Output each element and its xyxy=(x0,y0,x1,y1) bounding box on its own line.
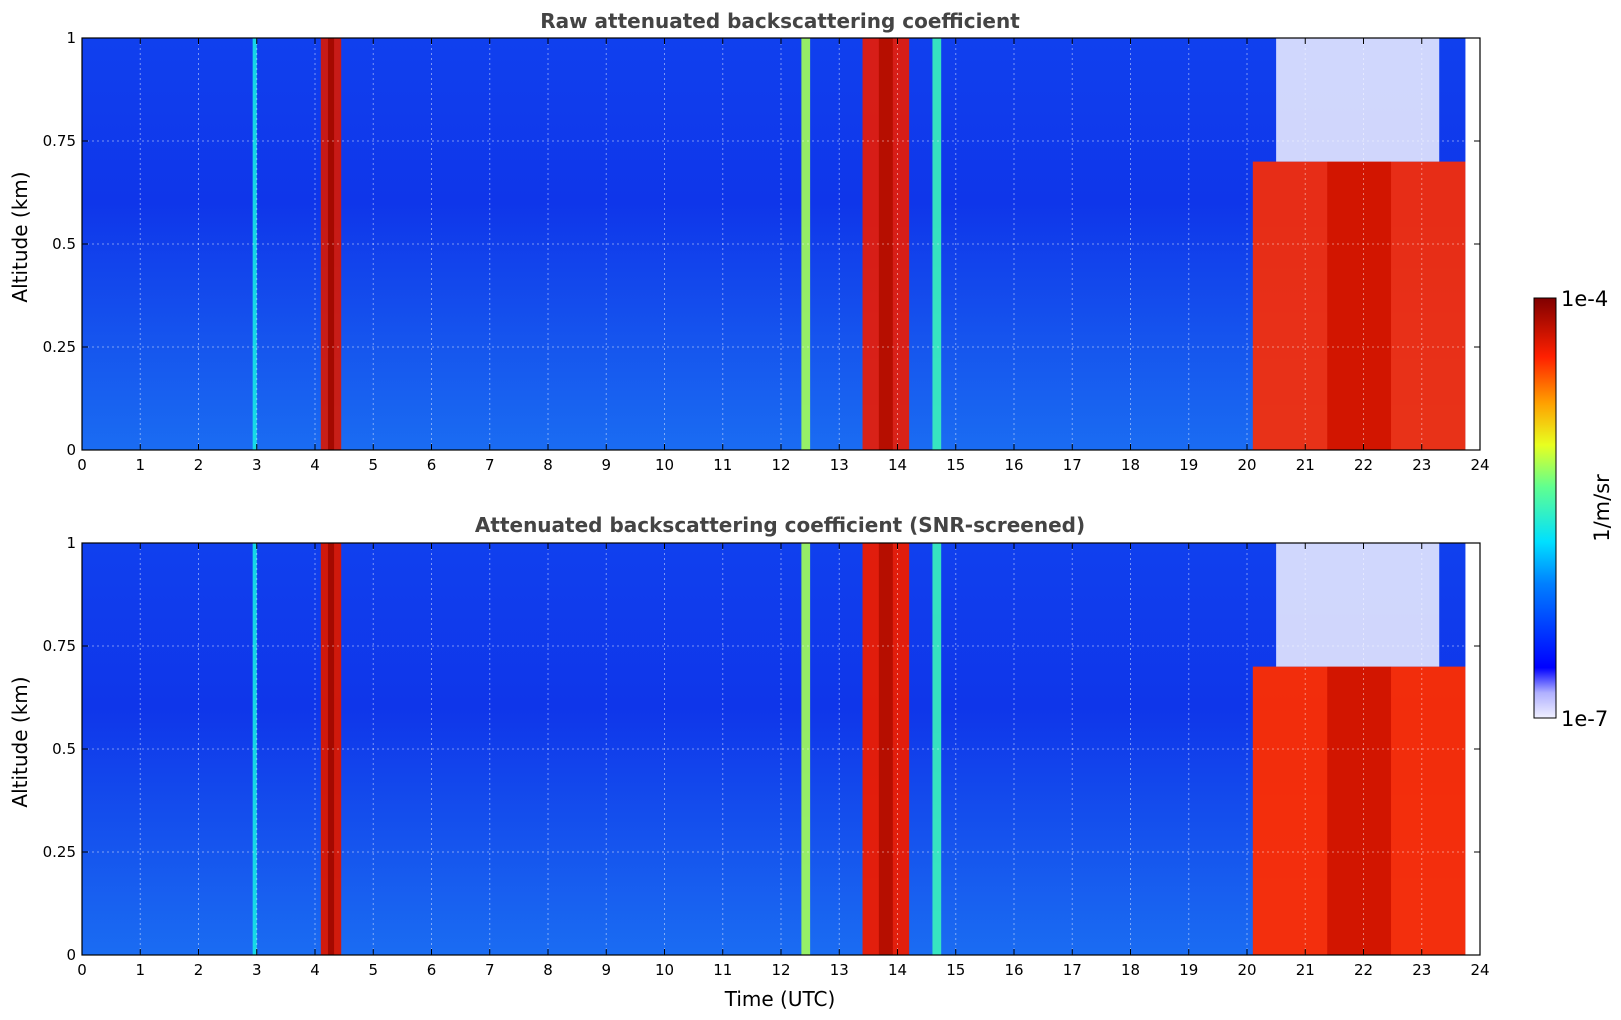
y-tick-label: 0.25 xyxy=(43,338,76,356)
x-tick-label: 10 xyxy=(655,456,674,474)
x-tick-label: 24 xyxy=(1470,961,1489,979)
feature-band-4 xyxy=(932,543,942,955)
x-tick-label: 13 xyxy=(830,961,849,979)
x-tick-label: 23 xyxy=(1412,961,1431,979)
x-tick-label: 0 xyxy=(77,961,87,979)
x-tick-label: 20 xyxy=(1237,456,1256,474)
x-tick-label: 1 xyxy=(135,961,145,979)
x-tick-label: 5 xyxy=(368,961,378,979)
x-tick-label: 21 xyxy=(1296,961,1315,979)
panel-raw-ylabel: Altitude (km) xyxy=(8,171,32,302)
plot-background xyxy=(82,543,1480,955)
x-tick-label: 2 xyxy=(194,961,204,979)
x-tick-label: 8 xyxy=(543,961,553,979)
feature-core-1 xyxy=(327,543,335,955)
x-tick-label: 11 xyxy=(713,961,732,979)
x-tick-label: 3 xyxy=(252,961,262,979)
plot-background xyxy=(82,38,1480,450)
x-tick-label: 15 xyxy=(946,961,965,979)
x-tick-label: 6 xyxy=(427,456,437,474)
feature-band-2 xyxy=(801,38,811,450)
x-tick-label: 4 xyxy=(310,961,320,979)
feature-core-3 xyxy=(878,38,893,450)
x-tick-label: 7 xyxy=(485,456,495,474)
x-tick-label: 7 xyxy=(485,961,495,979)
x-tick-label: 24 xyxy=(1470,456,1489,474)
panel-raw: Raw attenuated backscattering coefficien… xyxy=(8,9,1490,474)
x-tick-label: 1 xyxy=(135,456,145,474)
x-tick-label: 18 xyxy=(1121,456,1140,474)
colorbar-gradient xyxy=(1533,297,1557,719)
clear-region xyxy=(1276,543,1440,667)
x-tick-label: 21 xyxy=(1296,456,1315,474)
feature-band-4 xyxy=(932,38,942,450)
x-tick-label: 13 xyxy=(830,456,849,474)
x-tick-label: 10 xyxy=(655,961,674,979)
x-tick-label: 9 xyxy=(601,456,611,474)
feature-band-0 xyxy=(252,38,257,450)
plot-frame xyxy=(81,542,1481,956)
panel-snr-ylabel: Altitude (km) xyxy=(8,676,32,807)
feature-band-2 xyxy=(801,543,811,955)
x-tick-label: 22 xyxy=(1354,961,1373,979)
x-tick-label: 8 xyxy=(543,456,553,474)
y-tick-label: 0.75 xyxy=(43,637,76,655)
x-tick-label: 19 xyxy=(1179,961,1198,979)
x-tick-label: 2 xyxy=(194,456,204,474)
x-tick-label: 14 xyxy=(888,961,907,979)
colorbar-title: 1/m/sr xyxy=(1590,474,1614,542)
x-tick-label: 15 xyxy=(946,456,965,474)
panel-raw-title: Raw attenuated backscattering coefficien… xyxy=(540,9,1020,33)
panel-snr-title: Attenuated backscattering coefficient (S… xyxy=(475,513,1085,537)
x-tick-label: 17 xyxy=(1063,961,1082,979)
x-tick-label: 16 xyxy=(1004,456,1023,474)
colorbar-max-label: 1e-4 xyxy=(1561,287,1608,311)
y-tick-label: 0.5 xyxy=(52,740,76,758)
x-tick-label: 11 xyxy=(713,456,732,474)
x-tick-label: 5 xyxy=(368,456,378,474)
y-tick-label: 0 xyxy=(66,946,76,964)
panel-snr-xlabel: Time (UTC) xyxy=(724,987,836,1011)
feature-core-3 xyxy=(878,543,893,955)
x-tick-label: 23 xyxy=(1412,456,1431,474)
y-tick-label: 0.75 xyxy=(43,132,76,150)
x-tick-label: 0 xyxy=(77,456,87,474)
x-tick-label: 3 xyxy=(252,456,262,474)
clear-region xyxy=(1276,38,1440,162)
x-tick-label: 19 xyxy=(1179,456,1198,474)
y-tick-label: 1 xyxy=(66,29,76,47)
x-tick-label: 22 xyxy=(1354,456,1373,474)
feature-core-5 xyxy=(1327,161,1392,450)
feature-core-1 xyxy=(327,38,335,450)
colorbar: 1e-4 1e-7 1/m/sr xyxy=(1533,287,1614,731)
y-tick-label: 1 xyxy=(66,534,76,552)
x-tick-label: 14 xyxy=(888,456,907,474)
x-tick-label: 12 xyxy=(771,456,790,474)
x-tick-label: 18 xyxy=(1121,961,1140,979)
plot-frame xyxy=(81,37,1481,451)
y-tick-label: 0.25 xyxy=(43,843,76,861)
feature-band-0 xyxy=(252,543,257,955)
panel-snr-screened: Attenuated backscattering coefficient (S… xyxy=(8,513,1490,1011)
feature-core-5 xyxy=(1327,666,1392,955)
x-tick-label: 20 xyxy=(1237,961,1256,979)
y-tick-label: 0 xyxy=(66,441,76,459)
colorbar-min-label: 1e-7 xyxy=(1561,707,1608,731)
y-tick-label: 0.5 xyxy=(52,235,76,253)
x-tick-label: 16 xyxy=(1004,961,1023,979)
x-tick-label: 12 xyxy=(771,961,790,979)
x-tick-label: 17 xyxy=(1063,456,1082,474)
x-tick-label: 6 xyxy=(427,961,437,979)
x-tick-label: 4 xyxy=(310,456,320,474)
x-tick-label: 9 xyxy=(601,961,611,979)
